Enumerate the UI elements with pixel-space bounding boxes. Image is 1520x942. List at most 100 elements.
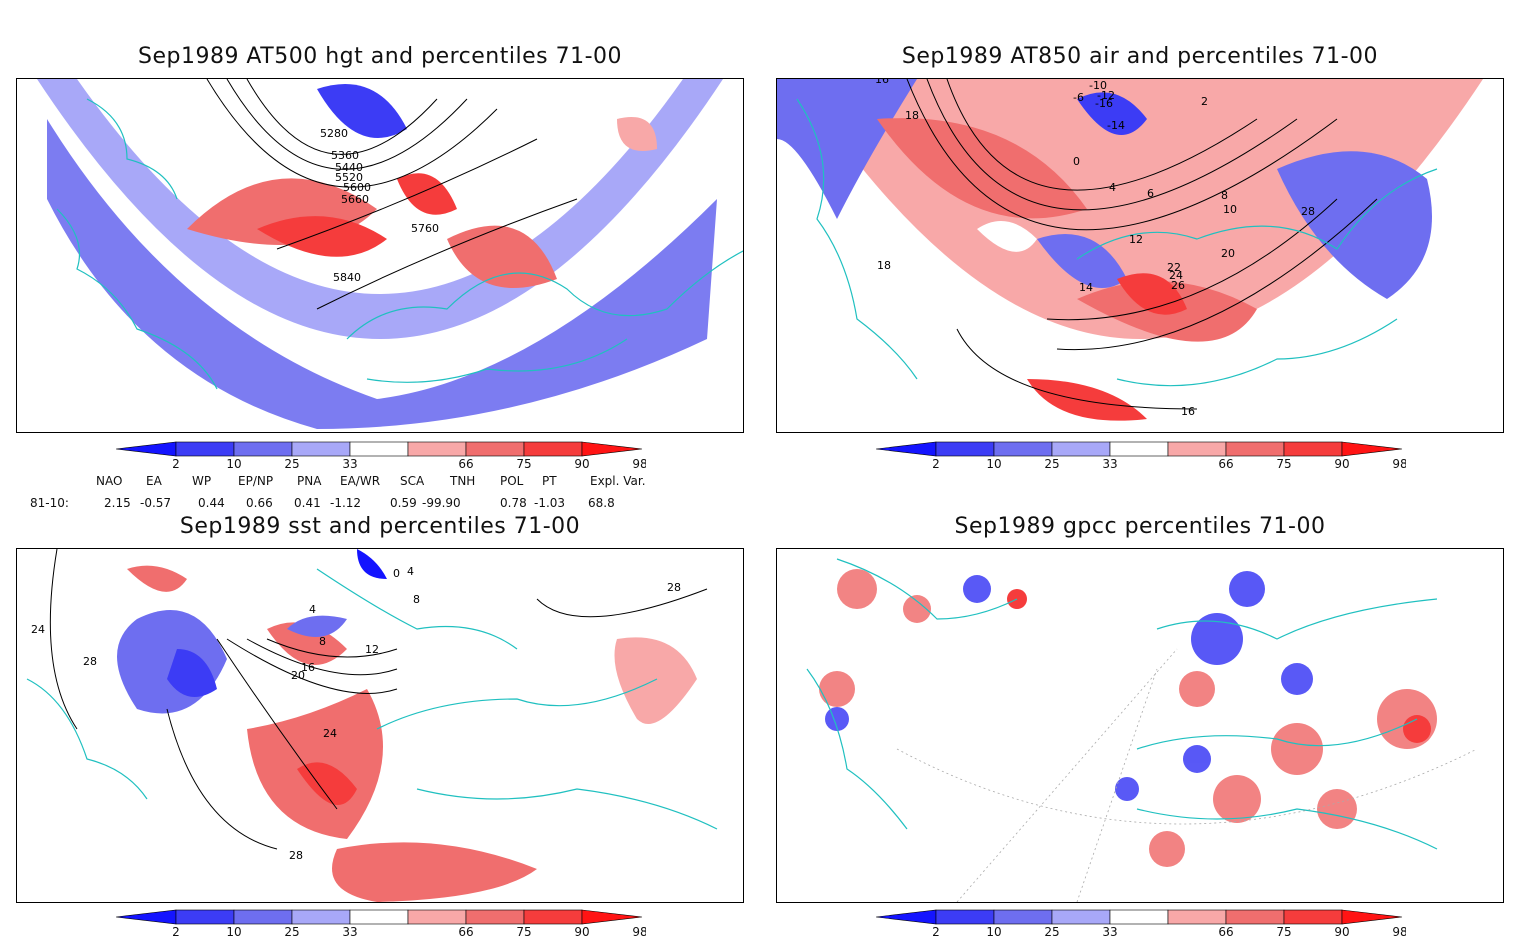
contour-label: 8	[319, 635, 326, 648]
colorbar-label: 2	[172, 457, 180, 470]
contour-label: 24	[1169, 269, 1183, 282]
colorbar-label: 25	[1044, 925, 1059, 938]
contour-label: 22	[1167, 261, 1181, 274]
map-gpcc	[776, 548, 1504, 903]
contour-label: -6	[1073, 91, 1084, 104]
colorbar-label: 33	[1102, 925, 1117, 938]
colorbar-segment	[523, 909, 583, 925]
colorbar-segment	[1109, 909, 1169, 925]
contour-label: 8	[413, 593, 420, 606]
colorbar-label: 25	[284, 925, 299, 938]
colorbar-label: 75	[516, 457, 531, 470]
colorbar-segment	[1109, 441, 1169, 457]
colorbar-label: 2	[932, 925, 940, 938]
colorbar-svg: 2 10 25 33 66 75 90 98	[115, 909, 648, 939]
colorbar-segment	[233, 909, 293, 925]
contour-label: 12	[365, 643, 379, 656]
index-value: -1.03	[534, 496, 566, 510]
colorbar-label: 10	[986, 457, 1001, 470]
colorbar-arrow-right	[581, 909, 643, 925]
colorbar-label: 66	[1218, 925, 1233, 938]
contour-label: 16	[1181, 405, 1195, 418]
index-header: Expl. Var.	[590, 474, 646, 488]
colorbar-svg: 2 10 25 33 66 75 90 98	[115, 441, 648, 471]
colorbar-label: 10	[986, 925, 1001, 938]
colorbar-arrow-right	[1341, 909, 1403, 925]
panel-title-air850: Sep1989 AT850 air and percentiles 71-00	[901, 44, 1379, 69]
contour-label: 12	[1129, 233, 1143, 246]
colorbar-arrow-left	[875, 441, 937, 457]
colorbar-segment	[349, 909, 409, 925]
map-hgt500-svg: 5280 5360 5440 5520 5600 5660 5760 5840	[37, 79, 743, 429]
colorbar-segment	[1051, 441, 1111, 457]
map-air850: 16 18 -10 -12 -16 -6 -14 2 0 4 6 8 10 12…	[776, 78, 1504, 433]
colorbar-segment	[291, 441, 351, 457]
index-header: PNA	[297, 474, 322, 488]
index-value: -0.57	[140, 496, 172, 510]
indices-table: NAO EA WP EP/NP PNA EA/WR SCA TNH POL PT…	[0, 474, 700, 514]
contour-label: 5840	[333, 271, 361, 284]
colorbar-label: 66	[1218, 457, 1233, 470]
contour-label: 14	[1079, 281, 1093, 294]
colorbar-segment	[175, 441, 235, 457]
colorbar-label: 25	[284, 457, 299, 470]
index-header: SCA	[400, 474, 425, 488]
colorbar-label: 75	[1276, 925, 1291, 938]
colorbar-segment	[523, 441, 583, 457]
map-hgt500: 5280 5360 5440 5520 5600 5660 5760 5840	[16, 78, 744, 433]
index-value: 2.15	[104, 496, 131, 510]
contour-label: 0	[1073, 155, 1080, 168]
colorbar-label: 66	[458, 925, 473, 938]
contour-label: 18	[877, 259, 891, 272]
index-header: EA	[146, 474, 162, 488]
colorbar-label: 10	[226, 457, 241, 470]
index-row-label: 81-10:	[30, 496, 69, 510]
contour-label: 5600	[343, 181, 371, 194]
contour-label: 20	[291, 669, 305, 682]
contour-label: 5440	[335, 161, 363, 174]
colorbar-hgt500: 2 10 25 33 66 75 90 98	[115, 440, 648, 471]
colorbar-segment	[407, 909, 467, 925]
index-value: 0.78	[500, 496, 527, 510]
colorbar-label: 90	[574, 457, 589, 470]
contour-label: 5360	[331, 149, 359, 162]
colorbar-label: 98	[632, 457, 646, 470]
index-header: PT	[542, 474, 557, 488]
index-header: POL	[500, 474, 524, 488]
colorbar-svg: 2 10 25 33 66 75 90 98	[875, 909, 1408, 939]
colorbar-segment	[1283, 441, 1343, 457]
colorbar-segment	[1167, 441, 1227, 457]
index-header: EP/NP	[238, 474, 274, 488]
colorbar-label: 25	[1044, 457, 1059, 470]
contour-label: 5280	[320, 127, 348, 140]
contour-label: 5660	[341, 193, 369, 206]
colorbar-segment	[291, 909, 351, 925]
colorbar-segment	[993, 441, 1053, 457]
colorbar-segment	[935, 441, 995, 457]
colorbar-arrow-left	[875, 909, 937, 925]
index-value: -99.90	[422, 496, 461, 510]
contour-label: 10	[1223, 203, 1237, 216]
contour-label: 16	[301, 661, 315, 674]
contour-label: 28	[289, 849, 303, 862]
contour-label: 6	[1147, 187, 1154, 200]
contour-label: 20	[1221, 247, 1235, 260]
index-value: 0.41	[294, 496, 321, 510]
colorbar-segment	[1225, 441, 1285, 457]
colorbar-label: 2	[172, 925, 180, 938]
colorbar-segment	[993, 909, 1053, 925]
contour-label: 2	[1201, 95, 1208, 108]
colorbar-arrow-right	[581, 441, 643, 457]
colorbar-segment	[465, 909, 525, 925]
index-value: 68.8	[588, 496, 615, 510]
contour-label: 5760	[411, 222, 439, 235]
colorbar-label: 75	[516, 925, 531, 938]
colorbar-air850: 2 10 25 33 66 75 90 98	[875, 440, 1408, 471]
colorbar-segment	[175, 909, 235, 925]
index-header: TNH	[450, 474, 476, 488]
contour-label: 26	[1171, 279, 1185, 292]
colorbar-label: 98	[632, 925, 646, 938]
colorbar-segment	[1225, 909, 1285, 925]
colorbar-label: 66	[458, 457, 473, 470]
colorbar-segment	[1167, 909, 1227, 925]
